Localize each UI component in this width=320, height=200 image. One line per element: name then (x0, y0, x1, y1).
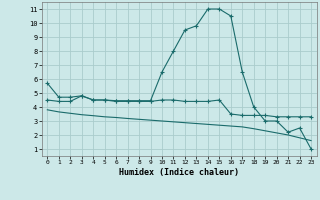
X-axis label: Humidex (Indice chaleur): Humidex (Indice chaleur) (119, 168, 239, 177)
